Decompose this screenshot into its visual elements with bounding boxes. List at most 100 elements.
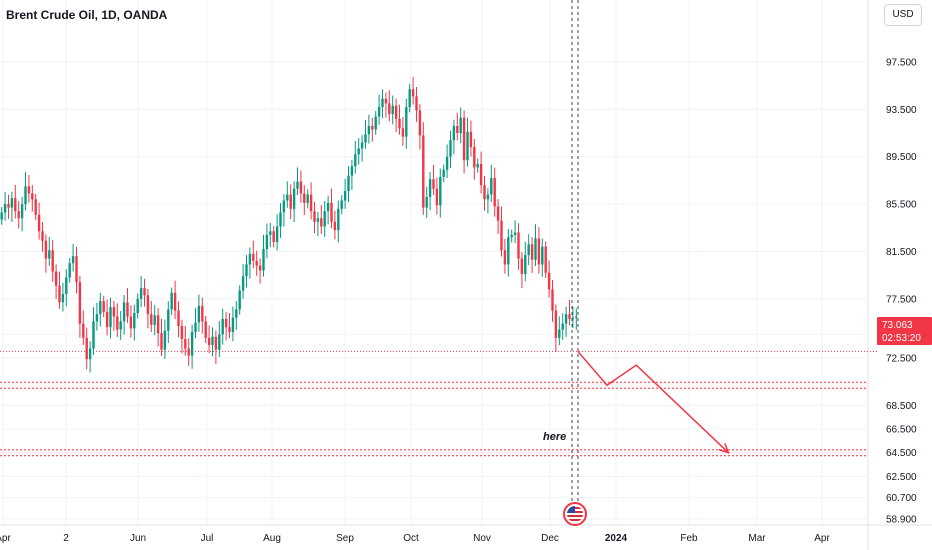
candle-body (231, 317, 235, 332)
time-tick-label: Apr (0, 533, 11, 544)
candle-body (116, 316, 119, 330)
us-flag-icon[interactable] (563, 502, 587, 526)
candle-body (286, 194, 289, 201)
candle-body (275, 226, 279, 242)
projection-line[interactable] (577, 350, 729, 454)
candle-body (415, 96, 418, 111)
candle-body (534, 238, 537, 260)
time-tick-label: Dec (541, 533, 559, 544)
support-level-zone (0, 382, 868, 389)
candle-body (303, 193, 306, 203)
candle-body (479, 163, 483, 186)
candle-body (507, 237, 510, 265)
candle-body (272, 231, 275, 242)
candlesticks (0, 76, 578, 373)
candle-body (466, 131, 469, 161)
price-tick-label: 66.500 (886, 425, 917, 436)
projection-arrowhead (718, 443, 730, 454)
candle-body (575, 316, 578, 318)
candle-body (456, 125, 459, 134)
candle-body (54, 271, 58, 286)
candle-body (299, 181, 303, 194)
candle-body (177, 310, 180, 327)
candle-body (153, 315, 156, 325)
horizontal-levels[interactable] (0, 350, 877, 457)
candle-body (561, 323, 564, 330)
currency-button[interactable]: USD (884, 4, 922, 26)
time-tick-label: Feb (680, 533, 698, 544)
candle-body (190, 331, 194, 356)
candle-body (377, 106, 381, 117)
candle-body (282, 200, 286, 213)
candle-body (187, 348, 190, 356)
candle-body (449, 140, 452, 157)
time-axis[interactable]: Apr 2 Jun Jul Aug Sep Oct Nov Dec 2024 Feb Mar Apr (0, 533, 830, 544)
candle-body (44, 240, 48, 259)
price-tag-value: 73.063 (882, 320, 913, 331)
candle-body (391, 105, 394, 115)
candle-body (374, 116, 377, 130)
candle-body (571, 317, 575, 319)
support-level-zone (0, 449, 868, 456)
candle-body (245, 264, 248, 277)
price-tick-label: 93.500 (886, 105, 917, 116)
candle-body (425, 196, 428, 208)
candle-body (48, 250, 51, 259)
candle-body (401, 128, 405, 137)
price-tick-label: 64.500 (886, 448, 917, 459)
annotation-label[interactable]: here (543, 431, 566, 443)
candle-body (496, 206, 500, 221)
time-tick-label: 2 (63, 533, 69, 544)
candle-body (241, 276, 245, 291)
candle-body (75, 256, 78, 283)
candle-body (34, 199, 37, 215)
candle-body (445, 156, 449, 170)
candle-body (228, 327, 231, 332)
candle-body (156, 315, 160, 334)
candle-body (51, 250, 54, 272)
candle-body (14, 198, 17, 212)
candle-body (265, 234, 269, 250)
candle-body (102, 301, 105, 312)
price-axis[interactable]: 97.50093.50089.50085.50081.50077.50074.5… (886, 58, 917, 526)
price-tick-label: 60.700 (886, 493, 917, 504)
candle-body (408, 89, 411, 107)
candle-body (3, 204, 7, 213)
time-tick-label: Oct (403, 533, 419, 544)
candle-body (435, 188, 439, 206)
time-tick-label: Mar (748, 533, 766, 544)
candle-body (418, 110, 422, 136)
candle-body (503, 250, 507, 265)
projection-path[interactable] (577, 350, 730, 454)
candle-body (340, 200, 343, 209)
candle-body (139, 288, 143, 299)
candle-body (126, 302, 129, 317)
price-tick-label: 89.500 (886, 152, 917, 163)
candle-body (469, 131, 473, 148)
candle-body (547, 272, 551, 290)
time-tick-label: Aug (263, 533, 281, 544)
candle-body (252, 253, 255, 261)
candle-body (201, 305, 204, 322)
candle-body (483, 185, 486, 200)
candle-body (357, 148, 360, 155)
candle-body (180, 326, 184, 340)
candle-body (367, 125, 371, 135)
candle-body (500, 220, 503, 251)
candle-body (364, 134, 367, 143)
candle-body (490, 178, 493, 195)
time-tick-label: Sep (336, 533, 354, 544)
candle-body (323, 211, 326, 227)
time-tick-label: Apr (814, 533, 830, 544)
candle-body (160, 333, 163, 350)
candle-body (381, 98, 384, 107)
candle-body (279, 212, 282, 227)
candle-body (513, 232, 517, 235)
candle-body (343, 191, 347, 201)
candle-body (167, 309, 170, 331)
candle-body (41, 231, 44, 241)
candle-body (238, 290, 241, 310)
candle-body (170, 292, 173, 310)
candle-body (313, 211, 316, 222)
